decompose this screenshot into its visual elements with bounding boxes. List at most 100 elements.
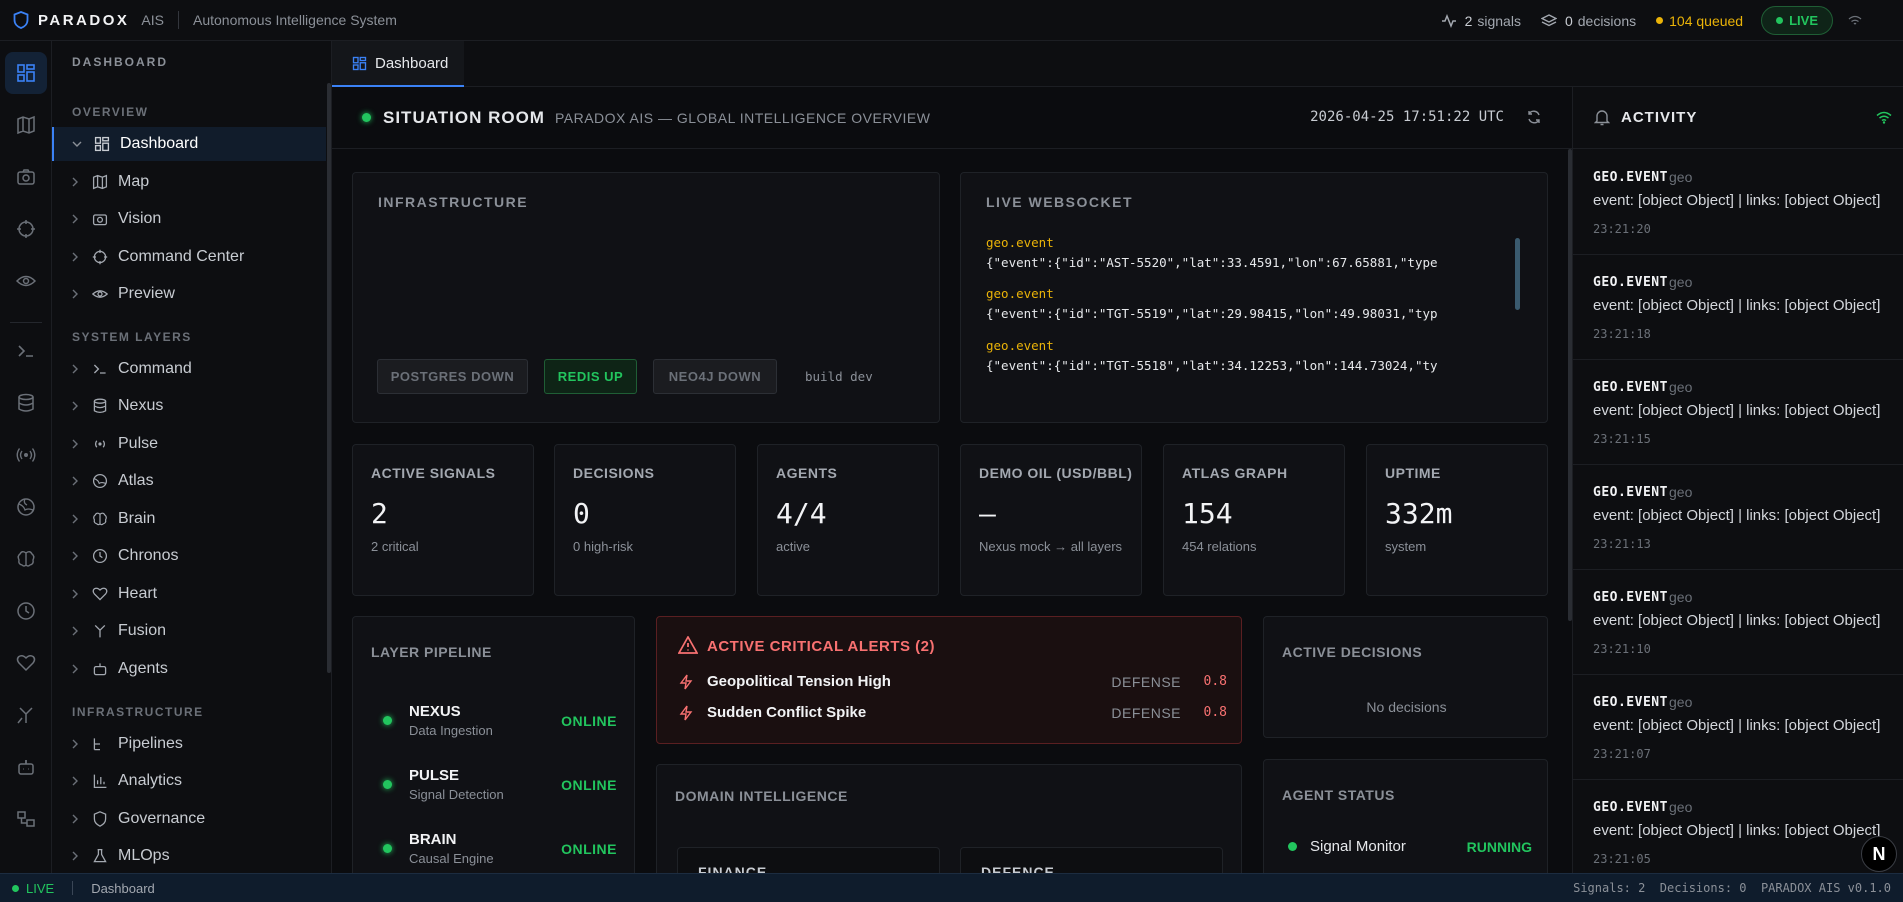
agent-row[interactable]: Signal Monitor RUNNING xyxy=(1282,836,1532,858)
activity-tag: geo xyxy=(1669,169,1693,185)
ws-event: geo.event xyxy=(986,286,1054,301)
chevron-right-icon xyxy=(70,214,84,224)
ws-scrollbar[interactable] xyxy=(1515,238,1520,310)
nav-item-label: MLOps xyxy=(118,847,170,864)
rail-clock-icon[interactable] xyxy=(5,590,47,632)
activity-item[interactable]: GEO.EVENT geo event: [object Object] | l… xyxy=(1573,150,1903,255)
nav-item-pulse[interactable]: Pulse xyxy=(52,427,326,461)
kpi-decisions[interactable]: DECISIONS 0 0 high-risk xyxy=(554,444,736,596)
activity-event: GEO.EVENT xyxy=(1593,275,1668,290)
nav-section-system-layers: SYSTEM LAYERS xyxy=(72,330,192,344)
chevron-right-icon xyxy=(70,514,84,524)
dev-tools-badge[interactable]: N xyxy=(1861,836,1897,872)
rail-camera-icon[interactable] xyxy=(5,156,47,198)
nav-item-chronos[interactable]: Chronos xyxy=(52,539,326,573)
decisions-indicator[interactable]: 0 decisions xyxy=(1540,13,1636,29)
nav-item-agents[interactable]: Agents xyxy=(52,652,326,686)
rail-database-icon[interactable] xyxy=(5,382,47,424)
kpi-uptime[interactable]: UPTIME 332m system xyxy=(1366,444,1548,596)
brain-icon xyxy=(92,511,108,527)
nav-item-analytics[interactable]: Analytics xyxy=(52,764,326,798)
nav-item-governance[interactable]: Governance xyxy=(52,802,326,836)
rail-bot-icon[interactable] xyxy=(5,746,47,788)
nav-item-atlas[interactable]: Atlas xyxy=(52,464,326,498)
main-scrollbar[interactable] xyxy=(1568,149,1572,621)
warning-triangle-icon xyxy=(678,636,698,654)
rail-radio-icon[interactable] xyxy=(5,434,47,476)
activity-time: 23:21:15 xyxy=(1593,432,1651,446)
rail-map-icon[interactable] xyxy=(5,104,47,146)
domain-card-finance[interactable]: FINANCE xyxy=(677,847,940,873)
wifi-menu-icon[interactable] xyxy=(1847,14,1863,28)
ws-event: geo.event xyxy=(986,338,1054,353)
rail-crosshair-icon[interactable] xyxy=(5,208,47,250)
activity-tag: geo xyxy=(1669,694,1693,710)
bot-icon xyxy=(92,661,108,677)
nav-item-command[interactable]: Command xyxy=(52,352,326,386)
neo4j-status-button[interactable]: NEO4J DOWN xyxy=(653,359,777,394)
rail-pipeline-icon[interactable] xyxy=(5,798,47,840)
online-dot-icon xyxy=(383,716,392,725)
pipeline-row-brain[interactable]: BRAIN Causal Engine ONLINE xyxy=(353,831,617,873)
queued-indicator[interactable]: 104 queued xyxy=(1656,13,1743,29)
pipeline-row-nexus[interactable]: NEXUS Data Ingestion ONLINE xyxy=(353,703,617,747)
pipeline-row-pulse[interactable]: PULSE Signal Detection ONLINE xyxy=(353,767,617,811)
alert-title: Geopolitical Tension High xyxy=(707,673,891,690)
activity-message: event: [object Object] | links: [object … xyxy=(1593,402,1881,419)
nav-item-dashboard[interactable]: Dashboard xyxy=(52,127,326,161)
activity-event: GEO.EVENT xyxy=(1593,380,1668,395)
alert-row[interactable]: Sudden Conflict Spike DEFENSE 0.8 xyxy=(679,702,1227,724)
brand[interactable]: PARADOX AIS Autonomous Intelligence Syst… xyxy=(13,11,397,29)
nav-item-label: Map xyxy=(118,173,150,190)
refresh-icon[interactable] xyxy=(1526,109,1542,125)
nav-item-heart[interactable]: Heart xyxy=(52,577,326,611)
rail-merge-icon[interactable] xyxy=(5,694,47,736)
signals-indicator[interactable]: 2 signals xyxy=(1441,13,1521,29)
nav-section-overview: OVERVIEW xyxy=(72,105,149,119)
rail-heart-icon[interactable] xyxy=(5,642,47,684)
kpi-active-signals[interactable]: ACTIVE SIGNALS 2 2 critical xyxy=(352,444,534,596)
nav-item-vision[interactable]: Vision xyxy=(52,202,326,236)
nav-item-preview[interactable]: Preview xyxy=(52,277,326,311)
nav-item-command-center[interactable]: Command Center xyxy=(52,240,326,274)
nav-item-brain[interactable]: Brain xyxy=(52,502,326,536)
activity-item[interactable]: GEO.EVENT geo event: [object Object] | l… xyxy=(1573,675,1903,780)
radio-icon xyxy=(92,436,108,452)
activity-item[interactable]: GEO.EVENT geo event: [object Object] | l… xyxy=(1573,780,1903,873)
status-summary: Signals: 2 Decisions: 0 PARADOX AIS v0.1… xyxy=(1573,881,1891,895)
status-live-label: LIVE xyxy=(26,880,55,896)
rail-terminal-icon[interactable] xyxy=(5,330,47,372)
nav-item-label: Atlas xyxy=(118,472,154,489)
live-badge[interactable]: LIVE xyxy=(1761,6,1833,35)
status-breadcrumb: Dashboard xyxy=(91,880,155,896)
alert-category: DEFENSE xyxy=(1111,674,1181,690)
nav-scrollbar[interactable] xyxy=(327,83,331,673)
nav-item-map[interactable]: Map xyxy=(52,165,326,199)
nav-item-nexus[interactable]: Nexus xyxy=(52,389,326,423)
redis-status-button[interactable]: REDIS UP xyxy=(544,359,637,394)
brand-product: AIS xyxy=(141,12,164,28)
postgres-status-button[interactable]: POSTGRES DOWN xyxy=(377,359,528,394)
domain-card-defence[interactable]: DEFENCE xyxy=(960,847,1223,873)
alert-row[interactable]: Geopolitical Tension High DEFENSE 0.8 xyxy=(679,671,1227,693)
nav-item-fusion[interactable]: Fusion xyxy=(52,614,326,648)
nav-item-label: Chronos xyxy=(118,547,179,564)
page-subtitle: PARADOX AIS — GLOBAL INTELLIGENCE OVERVI… xyxy=(554,109,931,126)
rail-eye-icon[interactable] xyxy=(5,260,47,302)
tab-dashboard[interactable]: Dashboard xyxy=(332,41,464,87)
activity-item[interactable]: GEO.EVENT geo event: [object Object] | l… xyxy=(1573,570,1903,675)
kpi-agents[interactable]: AGENTS 4/4 active xyxy=(757,444,939,596)
pipeline-icon xyxy=(92,736,108,752)
nav-item-mlops[interactable]: MLOps xyxy=(52,839,326,873)
activity-item[interactable]: GEO.EVENT geo event: [object Object] | l… xyxy=(1573,360,1903,465)
activity-item[interactable]: GEO.EVENT geo event: [object Object] | l… xyxy=(1573,465,1903,570)
kpi-atlas-graph[interactable]: ATLAS GRAPH 154 454 relations xyxy=(1163,444,1345,596)
rail-globe-icon[interactable] xyxy=(5,486,47,528)
brand-name: PARADOX xyxy=(38,11,130,29)
kpi-demo-oil[interactable]: DEMO OIL (USD/BBL) — Nexus mock → all la… xyxy=(960,444,1142,596)
rail-brain-icon[interactable] xyxy=(5,538,47,580)
rail-dashboard-icon[interactable] xyxy=(5,52,47,94)
activity-item[interactable]: GEO.EVENT geo event: [object Object] | l… xyxy=(1573,255,1903,360)
critical-alerts-card: ACTIVE CRITICAL ALERTS (2) Geopolitical … xyxy=(656,616,1242,744)
nav-item-pipelines[interactable]: Pipelines xyxy=(52,727,326,761)
